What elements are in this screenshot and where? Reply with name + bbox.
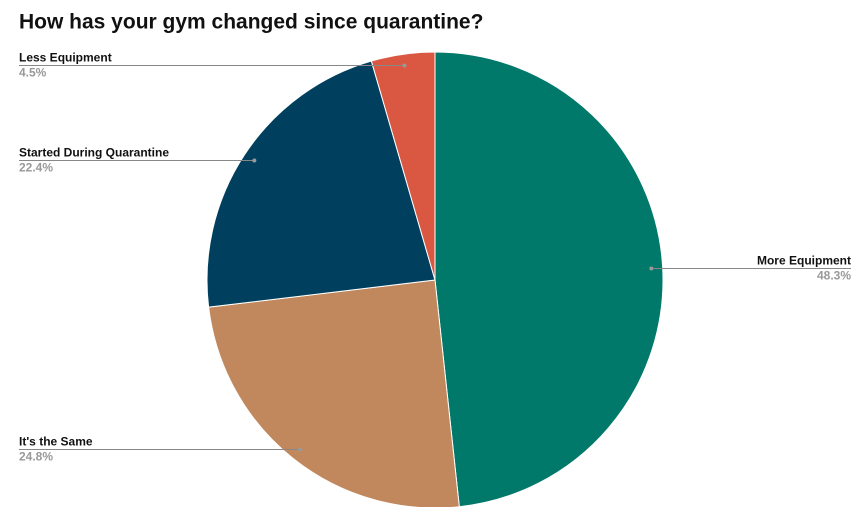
- pie-slice: [370, 51, 436, 281]
- slice-label: Started During Quarantine: [19, 146, 169, 160]
- slice-percent: 48.3%: [817, 269, 851, 283]
- slice-percent: 22.4%: [19, 161, 53, 175]
- slice-label: Less Equipment: [19, 51, 112, 65]
- slice-percent: 4.5%: [19, 66, 47, 80]
- pie-slice: [434, 51, 664, 507]
- leader-dot: [649, 266, 654, 271]
- pie-slice: [208, 279, 460, 507]
- leader-dot: [252, 158, 257, 163]
- slice-label: It's the Same: [19, 435, 93, 449]
- slice-percent: 24.8%: [19, 450, 53, 464]
- leader-dot: [402, 63, 407, 68]
- leader-dot: [298, 447, 303, 452]
- pie-slice: [206, 60, 436, 308]
- chart-title: How has your gym changed since quarantin…: [19, 11, 483, 34]
- slice-label: More Equipment: [757, 254, 851, 268]
